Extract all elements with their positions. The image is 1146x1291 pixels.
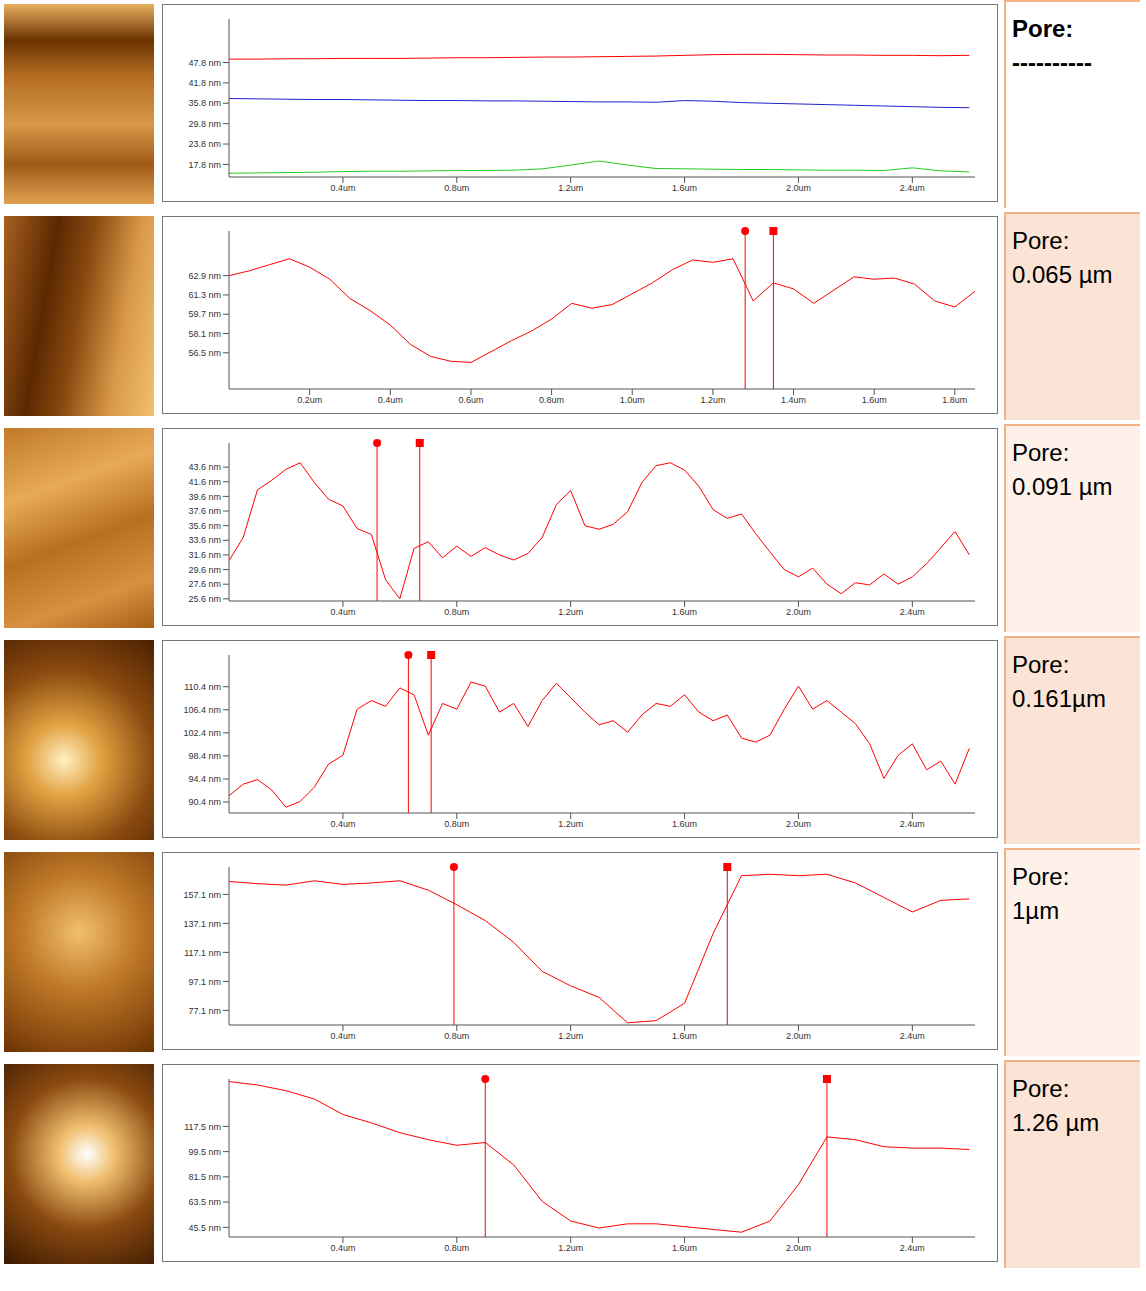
svg-text:1.2um: 1.2um xyxy=(558,183,583,193)
svg-text:47.8 nm: 47.8 nm xyxy=(188,58,221,68)
svg-text:77.1 nm: 77.1 nm xyxy=(188,1006,221,1016)
svg-text:1.0um: 1.0um xyxy=(620,395,645,405)
svg-text:2.4um: 2.4um xyxy=(900,1243,925,1253)
svg-text:62.9 nm: 62.9 nm xyxy=(188,271,221,281)
svg-text:1.6um: 1.6um xyxy=(672,819,697,829)
svg-text:106.4 nm: 106.4 nm xyxy=(183,705,221,715)
svg-text:27.6 nm: 27.6 nm xyxy=(188,579,221,589)
svg-text:1.6um: 1.6um xyxy=(672,1243,697,1253)
svg-text:1.6um: 1.6um xyxy=(672,607,697,617)
svg-text:0.4um: 0.4um xyxy=(330,819,355,829)
svg-text:1.4um: 1.4um xyxy=(781,395,806,405)
svg-text:58.1 nm: 58.1 nm xyxy=(188,329,221,339)
svg-text:1.6um: 1.6um xyxy=(672,1031,697,1041)
svg-text:2.4um: 2.4um xyxy=(900,607,925,617)
svg-text:0.4um: 0.4um xyxy=(330,1243,355,1253)
html-text:Pore:: Pore: xyxy=(1012,863,1070,890)
svg-text:0.8um: 0.8um xyxy=(539,395,564,405)
svg-text:17.8 nm: 17.8 nm xyxy=(188,160,221,170)
svg-text:25.6 nm: 25.6 nm xyxy=(188,594,221,604)
svg-text:2.0um: 2.0um xyxy=(786,1031,811,1041)
svg-text:0.8um: 0.8um xyxy=(444,607,469,617)
html-text:0.065 µm: 0.065 µm xyxy=(1012,261,1113,288)
svg-text:157.1 nm: 157.1 nm xyxy=(183,890,221,900)
svg-text:110.4 nm: 110.4 nm xyxy=(184,682,221,692)
svg-text:1.6um: 1.6um xyxy=(862,395,887,405)
svg-text:1.2um: 1.2um xyxy=(558,607,583,617)
svg-text:1.2um: 1.2um xyxy=(558,1031,583,1041)
svg-text:45.5 nm: 45.5 nm xyxy=(188,1223,221,1233)
html-text:Pore:: Pore: xyxy=(1012,15,1074,42)
svg-text:29.6 nm: 29.6 nm xyxy=(188,565,221,575)
svg-text:99.5 nm: 99.5 nm xyxy=(188,1147,221,1157)
svg-text:37.6 nm: 37.6 nm xyxy=(188,506,221,516)
svg-text:2.0um: 2.0um xyxy=(786,607,811,617)
html-text:Pore:: Pore: xyxy=(1012,1075,1070,1102)
svg-text:63.5 nm: 63.5 nm xyxy=(188,1197,221,1207)
svg-text:117.1 nm: 117.1 nm xyxy=(184,948,221,958)
svg-text:2.4um: 2.4um xyxy=(900,183,925,193)
svg-text:94.4 nm: 94.4 nm xyxy=(188,774,221,784)
svg-text:0.8um: 0.8um xyxy=(444,1243,469,1253)
svg-text:137.1 nm: 137.1 nm xyxy=(183,919,221,929)
svg-text:61.3 nm: 61.3 nm xyxy=(188,290,221,300)
svg-text:31.6 nm: 31.6 nm xyxy=(188,550,221,560)
html-text:0.091 µm: 0.091 µm xyxy=(1012,473,1113,500)
svg-text:117.5 nm: 117.5 nm xyxy=(184,1122,221,1132)
svg-text:56.5 nm: 56.5 nm xyxy=(188,348,221,358)
svg-text:0.4um: 0.4um xyxy=(378,395,403,405)
svg-text:0.4um: 0.4um xyxy=(330,607,355,617)
svg-text:1.2um: 1.2um xyxy=(700,395,725,405)
svg-text:0.2um: 0.2um xyxy=(297,395,322,405)
svg-text:33.6 nm: 33.6 nm xyxy=(188,535,221,545)
svg-text:39.6 nm: 39.6 nm xyxy=(188,492,221,502)
svg-text:35.6 nm: 35.6 nm xyxy=(188,521,221,531)
svg-text:98.4 nm: 98.4 nm xyxy=(188,751,221,761)
svg-text:0.8um: 0.8um xyxy=(444,819,469,829)
svg-text:2.4um: 2.4um xyxy=(900,1031,925,1041)
html-text:Pore:: Pore: xyxy=(1012,227,1070,254)
svg-text:41.6 nm: 41.6 nm xyxy=(188,477,221,487)
svg-text:81.5 nm: 81.5 nm xyxy=(188,1172,221,1182)
svg-text:35.8 nm: 35.8 nm xyxy=(188,98,221,108)
svg-text:2.0um: 2.0um xyxy=(786,1243,811,1253)
svg-text:2.0um: 2.0um xyxy=(786,819,811,829)
html-text:0.161µm: 0.161µm xyxy=(1012,685,1106,712)
svg-text:0.8um: 0.8um xyxy=(444,183,469,193)
svg-text:1.6um: 1.6um xyxy=(672,183,697,193)
svg-text:1.2um: 1.2um xyxy=(558,819,583,829)
svg-text:23.8 nm: 23.8 nm xyxy=(188,139,221,149)
svg-text:2.4um: 2.4um xyxy=(900,819,925,829)
html-text:Pore:: Pore: xyxy=(1012,651,1070,678)
svg-text:59.7 nm: 59.7 nm xyxy=(188,309,221,319)
svg-text:0.8um: 0.8um xyxy=(444,1031,469,1041)
svg-text:43.6 nm: 43.6 nm xyxy=(188,462,221,472)
svg-text:41.8 nm: 41.8 nm xyxy=(188,78,221,88)
svg-text:1.8um: 1.8um xyxy=(942,395,967,405)
svg-text:29.8 nm: 29.8 nm xyxy=(188,119,221,129)
svg-text:0.4um: 0.4um xyxy=(330,183,355,193)
svg-text:97.1 nm: 97.1 nm xyxy=(188,977,221,987)
svg-text:102.4 nm: 102.4 nm xyxy=(183,728,221,738)
svg-text:2.0um: 2.0um xyxy=(786,183,811,193)
html-text:Pore:: Pore: xyxy=(1012,439,1070,466)
svg-text:90.4 nm: 90.4 nm xyxy=(188,797,221,807)
svg-text:0.4um: 0.4um xyxy=(330,1031,355,1041)
svg-text:1.2um: 1.2um xyxy=(558,1243,583,1253)
html-text:1µm: 1µm xyxy=(1012,897,1060,924)
svg-text:0.6um: 0.6um xyxy=(458,395,483,405)
html-text:1.26 µm: 1.26 µm xyxy=(1012,1109,1100,1136)
